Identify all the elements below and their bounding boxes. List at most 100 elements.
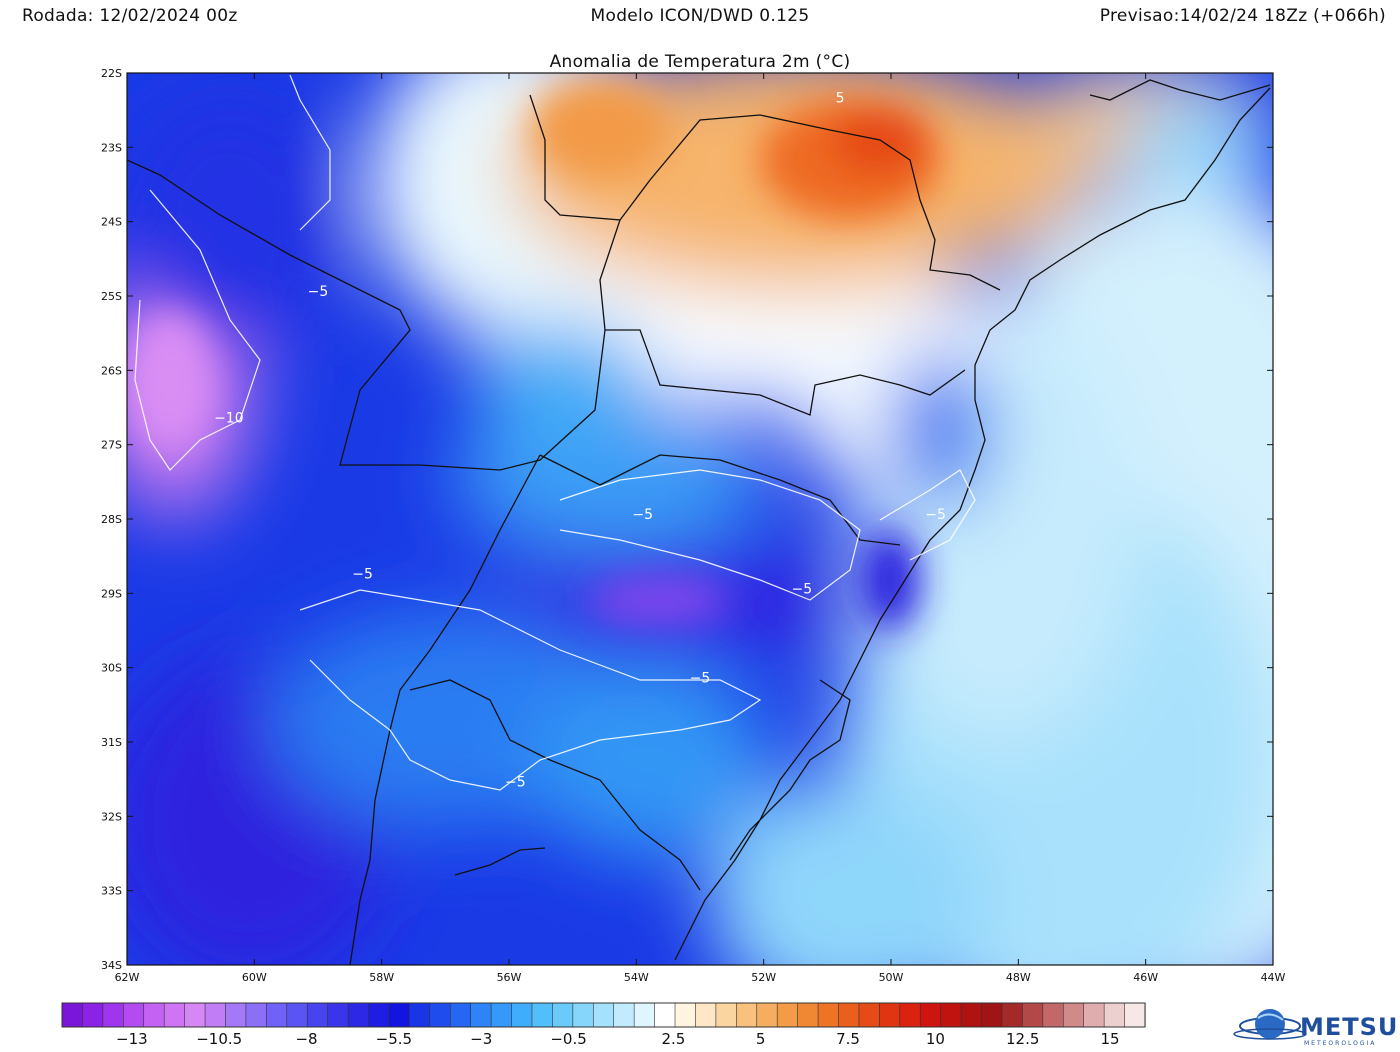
colorbar-swatch xyxy=(163,1002,186,1028)
colorbar-swatch xyxy=(879,1002,901,1028)
colorbar-tick-label: −8 xyxy=(295,1030,317,1048)
run-time-label: Rodada: 12/02/2024 00z xyxy=(22,6,238,26)
colorbar-swatch xyxy=(368,1002,390,1028)
colorbar-swatch xyxy=(511,1002,533,1028)
colorbar-swatch xyxy=(919,1002,942,1028)
colorbar-swatch xyxy=(286,1002,308,1028)
colorbar-swatch xyxy=(449,1002,472,1028)
colorbar-swatch xyxy=(204,1002,227,1028)
axis-labels: 22S23S24S25S26S27S28S29S30S31S32S33S34S6… xyxy=(101,67,1286,984)
latitude-label: 25S xyxy=(101,290,122,303)
latitude-label: 23S xyxy=(101,141,122,154)
colorbar-swatch xyxy=(1124,1002,1146,1028)
model-label: Modelo ICON/DWD 0.125 xyxy=(590,6,810,26)
colorbar-tick-label: −10.5 xyxy=(196,1030,242,1048)
contour-value-label: 5 xyxy=(836,91,845,107)
metsul-logo-globe xyxy=(1233,1009,1307,1040)
latitude-label: 32S xyxy=(101,810,122,823)
colorbar-tick-label: −3 xyxy=(470,1030,492,1048)
colorbar-swatch xyxy=(756,1002,778,1028)
colorbar-swatch xyxy=(470,1002,492,1028)
colorbar-swatch xyxy=(1083,1002,1105,1028)
colorbar-swatch xyxy=(102,1002,124,1028)
colorbar-swatch xyxy=(899,1002,921,1028)
colorbar-swatch xyxy=(592,1002,615,1028)
colorbar-tick-label: −0.5 xyxy=(550,1030,586,1048)
longitude-label: 50W xyxy=(879,971,904,984)
colorbar-swatch xyxy=(960,1002,983,1028)
colorbar-swatch xyxy=(940,1002,962,1028)
colorbar-swatch xyxy=(572,1002,594,1028)
contour-value-label: −5 xyxy=(505,775,526,791)
colorbar-swatch xyxy=(715,1002,737,1028)
contour-value-label: −5 xyxy=(925,507,946,523)
colorbar-tick-label: 10 xyxy=(926,1030,945,1048)
colorbar-swatch xyxy=(776,1002,799,1028)
contour-value-labels: 5 −5 −10 −5 −5 −5 −5 −5 −5 xyxy=(214,91,946,791)
colorbar-tick-label: 15 xyxy=(1101,1030,1120,1048)
colorbar-swatch xyxy=(184,1002,206,1028)
longitude-label: 62W xyxy=(115,971,140,984)
colorbar-swatch xyxy=(613,1002,635,1028)
colorbar-swatch xyxy=(817,1002,840,1028)
colorbar-swatch xyxy=(1062,1002,1085,1028)
colorbar-swatch xyxy=(695,1002,717,1028)
colorbar-swatch xyxy=(1001,1002,1023,1028)
latitude-label: 22S xyxy=(101,67,122,80)
latitude-label: 33S xyxy=(101,885,122,898)
longitude-label: 44W xyxy=(1261,971,1286,984)
colorbar-swatch xyxy=(225,1002,247,1028)
colorbar-swatch xyxy=(654,1002,676,1028)
colorbar-swatch xyxy=(531,1002,554,1028)
latitude-label: 24S xyxy=(101,216,122,229)
contour-value-label: −5 xyxy=(352,566,373,582)
colorbar-tick-label: 12.5 xyxy=(1006,1030,1039,1048)
colorbar-swatch xyxy=(838,1002,860,1028)
metsul-logo-tagline: METEOROLOGIA xyxy=(1304,1040,1377,1047)
colorbar-swatch xyxy=(981,1002,1003,1028)
forecast-time-label: Previsao:14/02/24 18Zz (+066h) xyxy=(1099,6,1386,26)
colorbar-swatch xyxy=(143,1002,165,1028)
colorbar xyxy=(61,1002,1146,1028)
latitude-label: 28S xyxy=(101,513,122,526)
colorbar-swatch xyxy=(347,1002,370,1028)
latitude-label: 30S xyxy=(101,662,122,675)
colorbar-swatch xyxy=(797,1002,819,1028)
longitude-label: 52W xyxy=(751,971,776,984)
colorbar-labels: −13 −10.5 −8 −5.5 −3 −0.5 2.5 5 7.5 10 12.5 15 xyxy=(116,1030,1120,1048)
colorbar-swatch xyxy=(1022,1002,1044,1028)
contour-value-label: −5 xyxy=(690,671,711,687)
colorbar-swatch xyxy=(306,1002,329,1028)
colorbar-swatch xyxy=(61,1002,84,1028)
colorbar-swatch xyxy=(388,1002,410,1028)
colorbar-swatch xyxy=(674,1002,697,1028)
colorbar-tick-label: 2.5 xyxy=(661,1030,685,1048)
latitude-label: 31S xyxy=(101,736,122,749)
map-title: Anomalia de Temperatura 2m (°C) xyxy=(549,52,851,72)
colorbar-swatch xyxy=(327,1002,349,1028)
latitude-label: 26S xyxy=(101,364,122,377)
colorbar-swatch xyxy=(490,1002,513,1028)
colorbar-swatch xyxy=(552,1002,574,1028)
colorbar-swatch xyxy=(82,1002,104,1028)
latitude-label: 34S xyxy=(101,959,122,972)
colorbar-swatch xyxy=(123,1002,145,1028)
colorbar-swatch xyxy=(858,1002,880,1028)
colorbar-tick-label: 7.5 xyxy=(836,1030,860,1048)
colorbar-tick-label: −13 xyxy=(116,1030,148,1048)
contour-value-label: −10 xyxy=(214,410,244,426)
colorbar-swatch xyxy=(245,1002,267,1028)
longitude-label: 48W xyxy=(1006,971,1031,984)
latitude-label: 29S xyxy=(101,587,122,600)
contour-value-label: −5 xyxy=(632,507,653,523)
coastline-borders xyxy=(127,79,1271,965)
longitude-label: 56W xyxy=(497,971,522,984)
longitude-label: 58W xyxy=(369,971,394,984)
colorbar-tick-label: 5 xyxy=(756,1030,766,1048)
longitude-label: 60W xyxy=(242,971,267,984)
temperature-anomaly-field xyxy=(127,73,1273,965)
colorbar-swatch xyxy=(633,1002,656,1028)
longitude-label: 54W xyxy=(624,971,649,984)
colorbar-swatch xyxy=(429,1002,451,1028)
